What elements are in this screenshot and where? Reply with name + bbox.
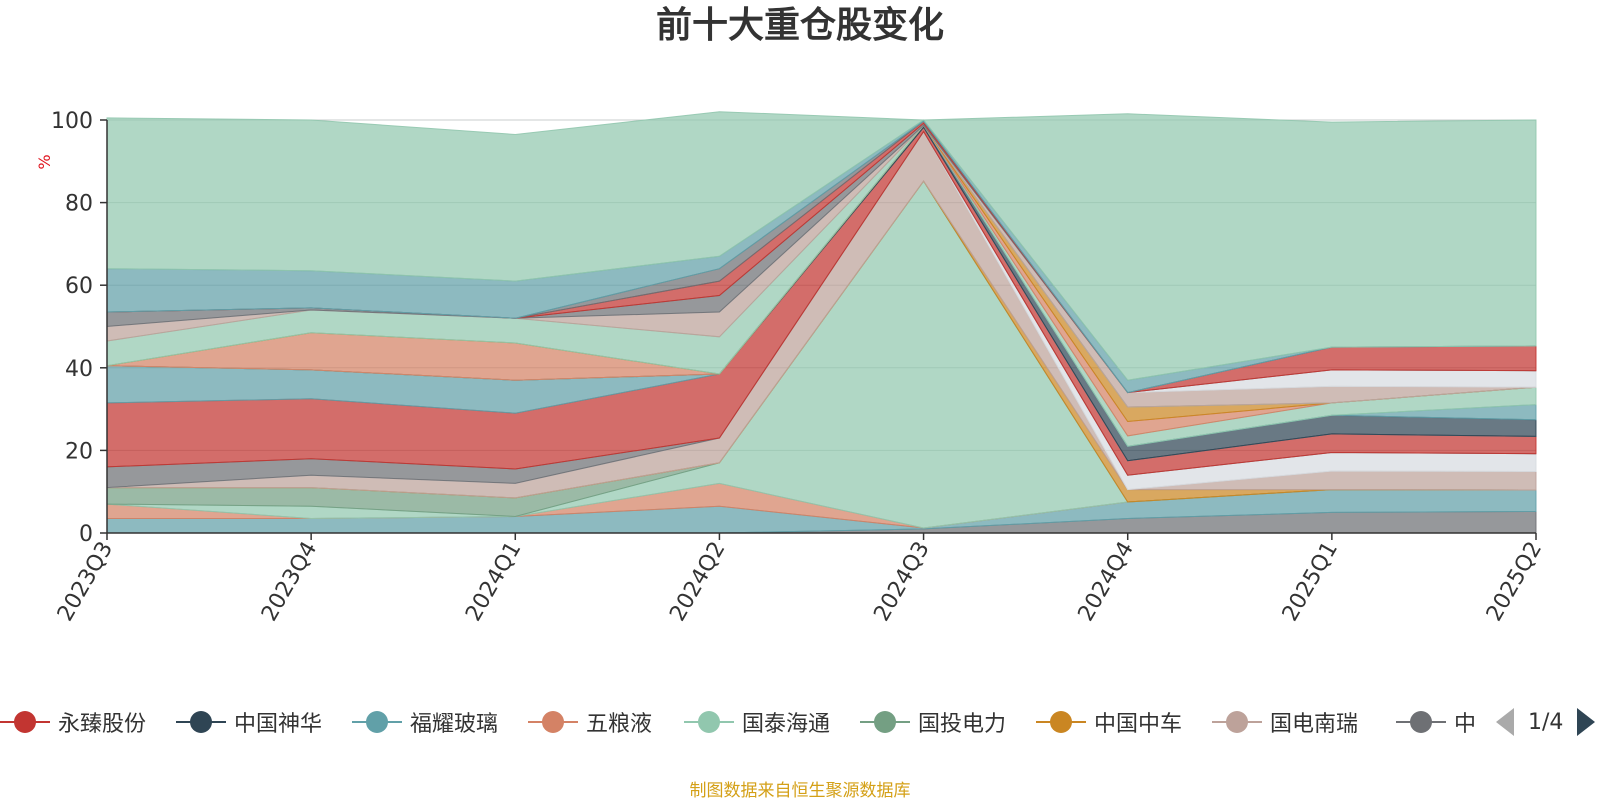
legend-label: 中国	[1454, 712, 1476, 737]
legend-label: 中国中车	[1094, 712, 1183, 737]
previous-page-icon[interactable]	[1496, 708, 1514, 736]
x-tick-label-2024Q2: 2024Q2	[665, 538, 730, 626]
y-tick-label-60: 60	[65, 274, 93, 299]
y-axis-unit: %	[35, 154, 54, 169]
legend-item[interactable]: 国投电力	[860, 700, 1006, 744]
data-source-note: 制图数据来自恒生聚源数据库	[689, 781, 911, 801]
x-tick-label-2024Q3: 2024Q3	[869, 538, 934, 626]
legend: 永臻股份 中国神华 福耀玻璃 五粮液 国泰海通 国投电力 中国中车 国电南瑞 中国 1/4	[0, 700, 1600, 744]
x-tick-label-2025Q2: 2025Q2	[1482, 538, 1547, 626]
legend-item[interactable]: 五粮液	[528, 700, 652, 744]
area-series	[106, 111, 1537, 534]
legend-label: 永臻股份	[58, 712, 147, 737]
x-tick-label-2023Q4: 2023Q4	[257, 538, 322, 626]
legend-marker-icon	[176, 710, 226, 734]
y-tick-label-20: 20	[65, 439, 93, 464]
legend-marker-icon	[1396, 710, 1446, 734]
y-tick-label-80: 80	[65, 192, 93, 217]
legend-item[interactable]: 永臻股份	[0, 700, 146, 744]
legend-marker-icon	[684, 710, 734, 734]
legend-pager: 1/4	[1496, 700, 1596, 744]
y-tick-label-0: 0	[79, 522, 93, 547]
legend-item[interactable]: 中国神华	[176, 700, 322, 744]
y-tick-label-100: 100	[51, 109, 93, 134]
legend-items: 永臻股份 中国神华 福耀玻璃 五粮液 国泰海通 国投电力 中国中车 国电南瑞 中国	[0, 700, 1476, 744]
legend-marker-icon	[1036, 710, 1086, 734]
x-tick-label-2023Q3: 2023Q3	[53, 538, 118, 626]
legend-item[interactable]: 中国中车	[1036, 700, 1182, 744]
legend-label: 国电南瑞	[1270, 712, 1359, 737]
x-tick-label-2025Q1: 2025Q1	[1278, 538, 1343, 626]
legend-item[interactable]: 国电南瑞	[1212, 700, 1358, 744]
legend-label: 国泰海通	[742, 712, 831, 737]
legend-label: 五粮液	[586, 712, 653, 737]
next-page-icon[interactable]	[1577, 708, 1596, 736]
legend-marker-icon	[1212, 710, 1262, 734]
legend-label: 中国神华	[234, 712, 323, 737]
legend-item[interactable]: 中国	[1396, 700, 1476, 744]
legend-item[interactable]: 福耀玻璃	[352, 700, 498, 744]
legend-item[interactable]: 国泰海通	[684, 700, 830, 744]
legend-marker-icon	[0, 710, 50, 734]
area-band-23	[106, 111, 1537, 381]
legend-marker-icon	[352, 710, 402, 734]
legend-label: 福耀玻璃	[410, 712, 499, 737]
stacked-area-chart: 0 20 40 60 80 100 2023Q3 2023Q4 2024Q1 2024Q2 2024…	[35, 109, 1547, 626]
y-tick-label-40: 40	[65, 357, 93, 382]
legend-marker-icon	[528, 710, 578, 734]
x-tick-label-2024Q1: 2024Q1	[461, 538, 526, 626]
legend-label: 国投电力	[918, 712, 1007, 737]
chart-title: 前十大重仓股变化	[655, 5, 944, 46]
legend-marker-icon	[860, 710, 910, 734]
legend-page-indicator: 1/4	[1528, 709, 1564, 735]
x-tick-label-2024Q4: 2024Q4	[1074, 538, 1139, 626]
